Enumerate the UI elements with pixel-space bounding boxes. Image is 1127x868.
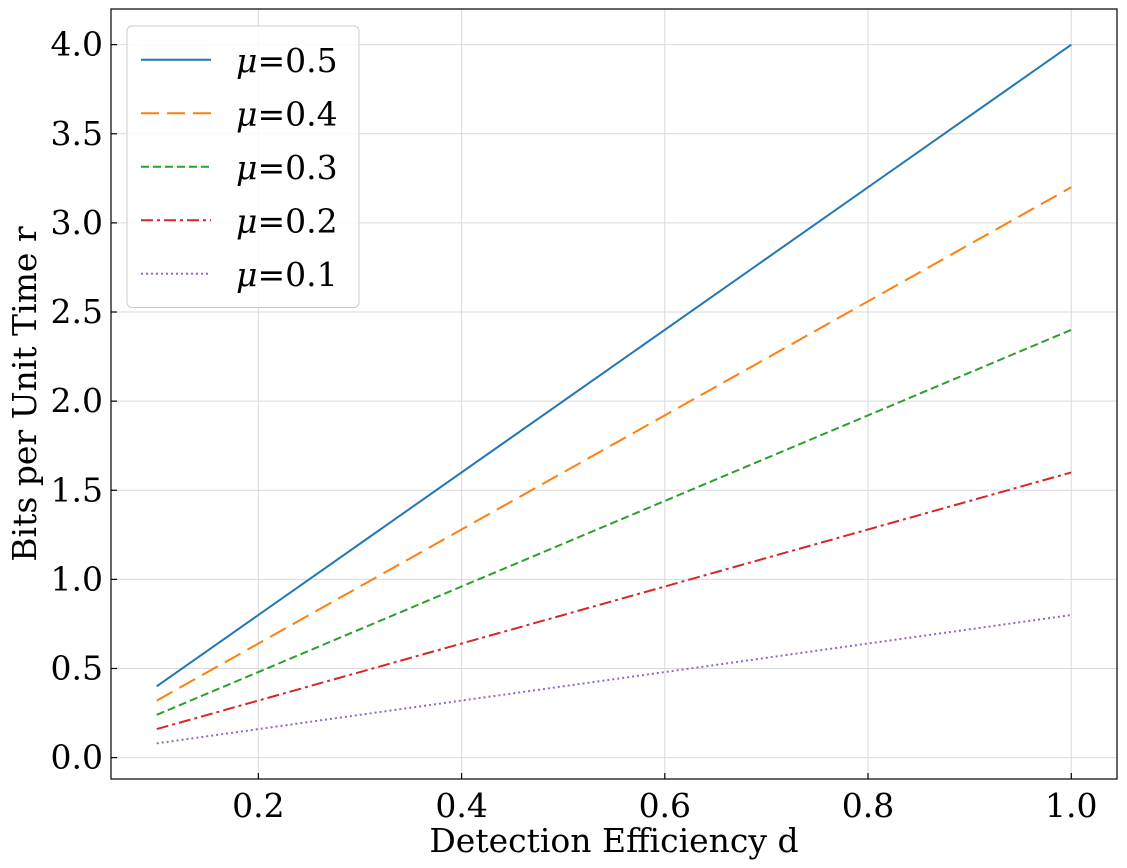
series-line-5	[156, 614, 1072, 745]
legend-label: μ=0.4	[236, 94, 338, 133]
y-tick-label: 0.5	[51, 648, 103, 687]
y-tick-label: 1.0	[51, 559, 103, 598]
legend-symbol: μ	[236, 94, 257, 133]
series-line-2	[156, 186, 1072, 702]
legend-label: μ=0.3	[236, 148, 338, 187]
legend-symbol: μ	[236, 255, 257, 294]
legend-label: μ=0.5	[236, 41, 338, 80]
y-tick-label: 2.0	[51, 381, 103, 420]
legend-symbol: μ	[236, 41, 257, 80]
legend-items: μ=0.5μ=0.4μ=0.3μ=0.2μ=0.1	[141, 41, 338, 294]
legend-symbol: μ	[236, 201, 257, 240]
legend-item: μ=0.5	[141, 41, 338, 80]
x-axis-label: Detection Efficiency d	[429, 821, 798, 860]
y-tick-label: 0.0	[51, 738, 103, 777]
series-line-1	[156, 43, 1072, 688]
y-tick-label: 2.5	[51, 292, 103, 331]
series-lines	[156, 43, 1072, 745]
y-axis-label: Bits per Unit Time r	[5, 226, 44, 562]
y-tick-label: 3.0	[51, 203, 103, 242]
legend: μ=0.5μ=0.4μ=0.3μ=0.2μ=0.1	[126, 25, 360, 308]
legend-symbol: μ	[236, 148, 257, 187]
legend-item: μ=0.4	[141, 94, 338, 133]
legend-box	[126, 25, 360, 308]
legend-item: μ=0.1	[141, 255, 338, 294]
legend-value: =0.1	[257, 255, 337, 294]
legend-value: =0.4	[257, 94, 337, 133]
series-line-3	[156, 328, 1072, 716]
y-tick-label: 1.5	[51, 470, 103, 509]
x-tick-label: 0.2	[232, 786, 284, 825]
axis-ticks: 0.2 0.4 0.6 0.8 1.0 0.0 0.5 1.0 1.5 2.0 2.5 3.0 3.5 4…	[51, 25, 1098, 825]
x-tick-label: 0.8	[842, 786, 894, 825]
series-line-4	[156, 471, 1072, 731]
legend-item: μ=0.2	[141, 201, 338, 240]
y-tick-label: 3.5	[51, 114, 103, 153]
legend-item: μ=0.3	[141, 148, 338, 187]
x-tick-label: 0.4	[435, 786, 487, 825]
x-tick-label: 1.0	[1045, 786, 1097, 825]
legend-label: μ=0.1	[236, 255, 338, 294]
legend-label: μ=0.2	[236, 201, 338, 240]
y-tick-label: 4.0	[51, 25, 103, 64]
legend-value: =0.2	[257, 201, 337, 240]
legend-value: =0.3	[257, 148, 337, 187]
legend-value: =0.5	[257, 41, 337, 80]
x-tick-label: 0.6	[639, 786, 691, 825]
plot-frame	[110, 8, 1118, 780]
